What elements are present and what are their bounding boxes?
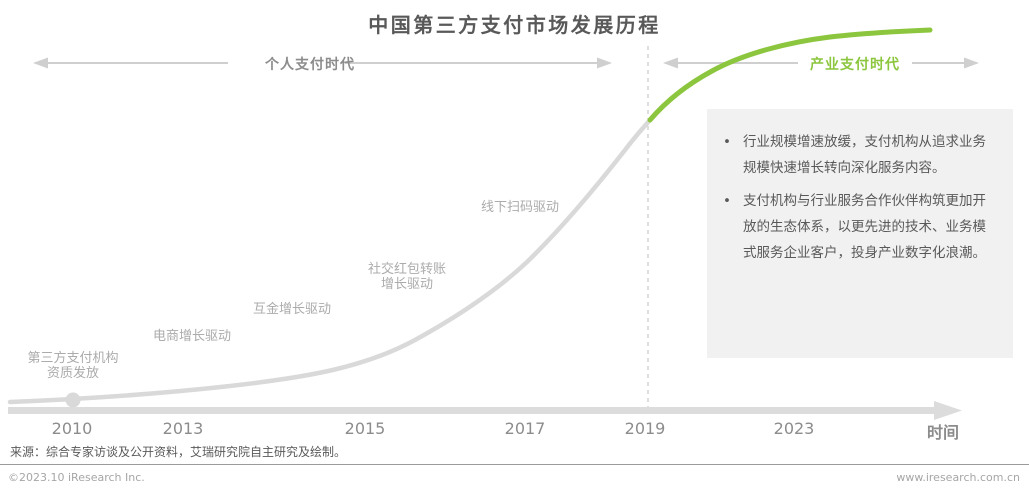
arrow-left-icon [663,57,678,69]
personal-era-curve [7,117,653,405]
axis-tick-2019: 2019 [624,419,666,438]
milestone-offline-qr-code: 线下扫码驱动 [480,200,559,215]
insight-bullet-item: • 支付机构与行业服务合作伙伴构筑更加开放的生态体系，以更先进的技术、业务模式服… [723,188,995,267]
milestone-ecommerce-growth: 电商增长驱动 [152,329,231,344]
insight-bullet-text: 支付机构与行业服务合作伙伴构筑更加开放的生态体系，以更先进的技术、业务模式服务企… [742,192,986,262]
era-label-personal: 个人支付时代 [265,57,355,73]
axis-tick-2013: 2013 [162,419,204,438]
footer-copyright: ©2023.10 iResearch Inc. [8,471,145,484]
footer-website: www.iresearch.com.cn [896,471,1020,484]
industry-era-curve [647,27,933,123]
curve-start-dot [65,392,81,408]
industry-era-arrow [663,57,979,69]
axis-label-time: 时间 [926,423,959,442]
insight-bullet-item: • 行业规模增速放缓，支付机构从追求业务规模快速增长转向深化服务内容。 [723,129,995,182]
axis-tick-2017: 2017 [504,419,546,438]
axis-tick-2010: 2010 [51,419,93,438]
footer-divider [0,464,1029,465]
bullet-dot-icon: • [723,192,731,209]
personal-era-arrow [33,57,612,69]
milestone-license-issuance: 第三方支付机构 资质发放 [27,351,119,382]
arrow-right-icon [964,57,979,69]
insight-bullet-text: 行业规模增速放缓，支付机构从追求业务规模快速增长转向深化服务内容。 [742,134,986,177]
time-axis [8,401,962,420]
insight-bullet-list: • 行业规模增速放缓，支付机构从追求业务规模快速增长转向深化服务内容。 • 支付… [723,129,995,267]
milestone-fintech-growth: 互金增长驱动 [252,302,331,317]
era-label-industry: 产业支付时代 [810,57,900,73]
source-note: 来源：综合专家访谈及公开资料，艾瑞研究院自主研究及绘制。 [10,445,347,459]
bullet-dot-icon: • [723,134,731,150]
axis-tick-2023: 2023 [773,419,815,438]
page-title: 中国第三方支付市场发展历程 [368,13,661,37]
axis-tick-2015: 2015 [344,419,386,438]
arrow-left-icon [33,57,48,69]
industry-era-insight-box: • 行业规模增速放缓，支付机构从追求业务规模快速增长转向深化服务内容。 • 支付… [707,109,1013,358]
milestone-red-packet-transfer: 社交红包转账 增长驱动 [367,262,446,293]
arrow-right-icon [597,57,612,69]
axis-arrow-icon [934,401,962,420]
